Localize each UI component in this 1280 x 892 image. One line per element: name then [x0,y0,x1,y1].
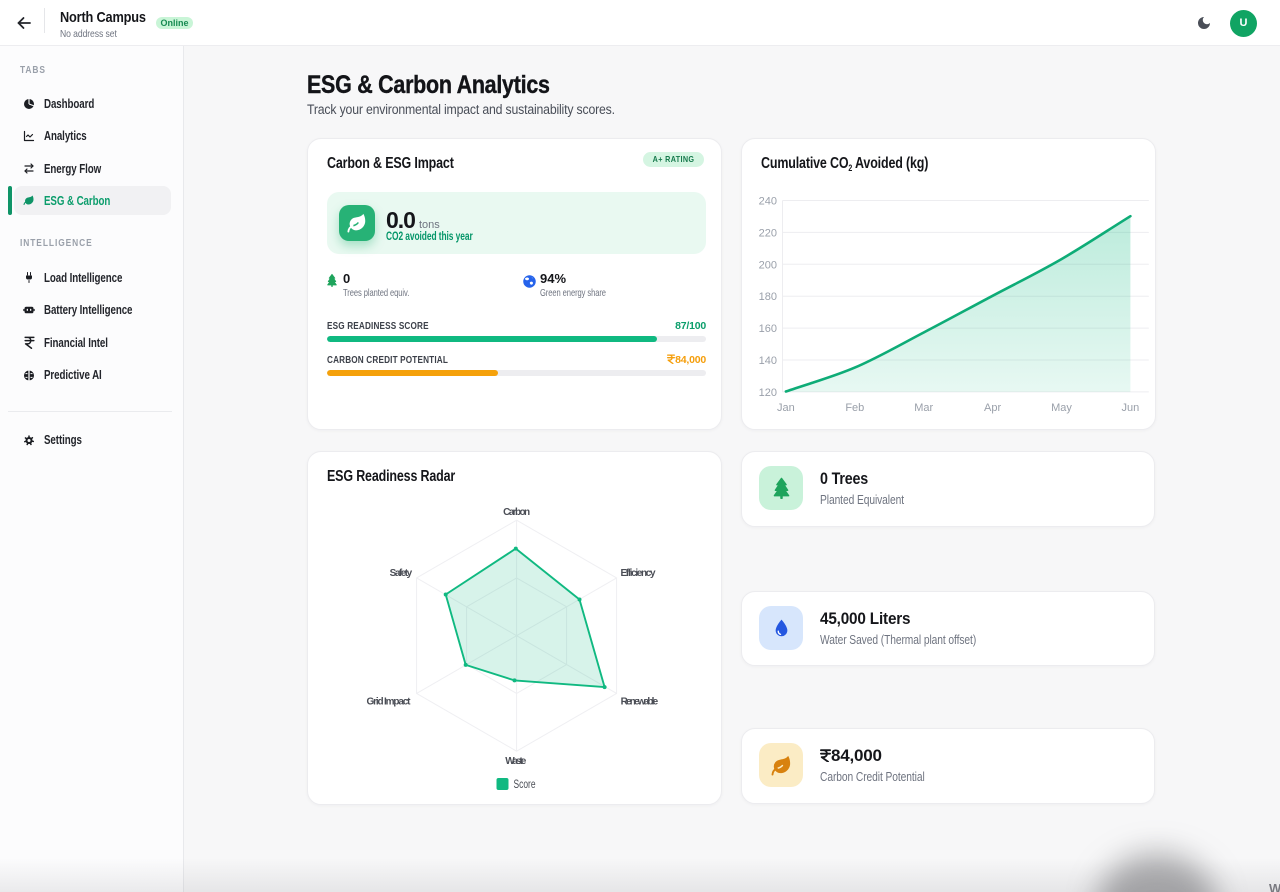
svg-text:180: 180 [759,291,777,303]
svg-text:Score: Score [514,779,536,791]
svg-text:160: 160 [759,323,777,335]
svg-text:Jan: Jan [777,402,795,414]
svg-text:Mar: Mar [914,402,933,414]
svg-text:140: 140 [759,355,777,367]
svg-text:Efficiency: Efficiency [621,568,656,579]
svg-text:220: 220 [759,227,777,239]
svg-text:Grid Impact: Grid Impact [367,697,412,708]
svg-text:Waste: Waste [505,756,526,767]
svg-text:Renewable: Renewable [621,697,659,708]
svg-text:Carbon: Carbon [503,507,530,518]
svg-text:Safety: Safety [390,568,413,579]
svg-text:Feb: Feb [845,402,864,414]
svg-text:May: May [1051,402,1072,414]
svg-text:240: 240 [759,196,777,208]
svg-text:Jun: Jun [1122,402,1140,414]
svg-text:120: 120 [759,387,777,399]
svg-text:Apr: Apr [984,402,1001,414]
svg-text:200: 200 [759,259,777,271]
